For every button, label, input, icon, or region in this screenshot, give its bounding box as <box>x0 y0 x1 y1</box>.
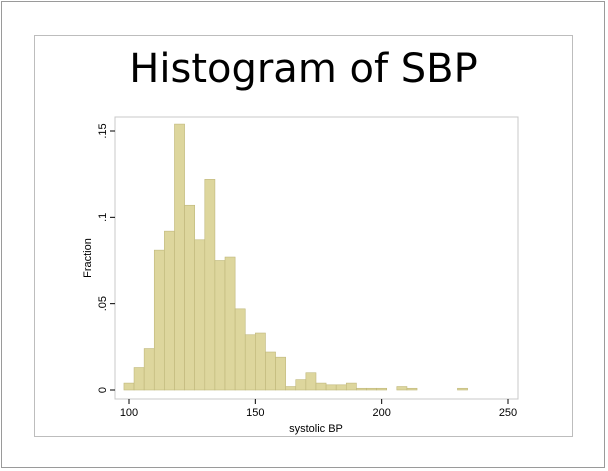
histogram-bar <box>164 230 175 391</box>
histogram-bar <box>244 334 256 391</box>
histogram-bar <box>184 204 195 391</box>
y-tick-label: 0 <box>97 387 109 393</box>
histogram-bar <box>275 356 286 391</box>
x-tick-label: 250 <box>499 407 517 419</box>
histogram-bar <box>255 332 266 391</box>
histogram-bar <box>123 382 135 391</box>
y-axis-title: Fraction <box>82 238 94 278</box>
histogram-bar <box>234 308 246 391</box>
histogram-bar <box>315 382 327 391</box>
x-axis: 100 150 200 250 <box>120 399 517 419</box>
histogram-bar <box>366 387 377 391</box>
y-tick-label: .15 <box>97 123 109 138</box>
histogram-bar <box>406 387 418 391</box>
histogram-bar <box>133 367 145 391</box>
histogram-bar <box>295 379 307 391</box>
x-tick-label: 200 <box>372 407 390 419</box>
y-tick-label: .1 <box>97 213 109 222</box>
x-axis-title: systolic BP <box>289 423 343 435</box>
histogram-bar <box>305 372 317 391</box>
histogram-bar <box>396 386 408 391</box>
histogram-bar <box>325 384 337 391</box>
x-tick-label: 150 <box>246 407 264 419</box>
histogram-bar <box>345 382 357 391</box>
histogram-bar <box>335 384 347 391</box>
histogram-bar <box>153 249 165 391</box>
y-axis: 0 .05 .1 .15 <box>97 123 115 393</box>
histogram-bar <box>174 123 185 391</box>
x-tick-label: 100 <box>120 407 138 419</box>
histogram-bar <box>265 351 276 391</box>
histogram-bar <box>214 260 226 391</box>
y-tick-label: .05 <box>97 296 109 311</box>
slide-title: Histogram of SBP <box>129 46 478 92</box>
histogram-bar <box>457 387 468 391</box>
histogram-bars <box>123 123 468 391</box>
histogram-bar <box>143 348 155 391</box>
histogram-bar <box>356 387 367 391</box>
histogram-bar <box>224 256 236 391</box>
histogram-bar <box>204 179 216 391</box>
histogram-bar <box>285 386 297 391</box>
histogram-bar <box>194 239 206 391</box>
histogram-bar <box>376 387 388 391</box>
